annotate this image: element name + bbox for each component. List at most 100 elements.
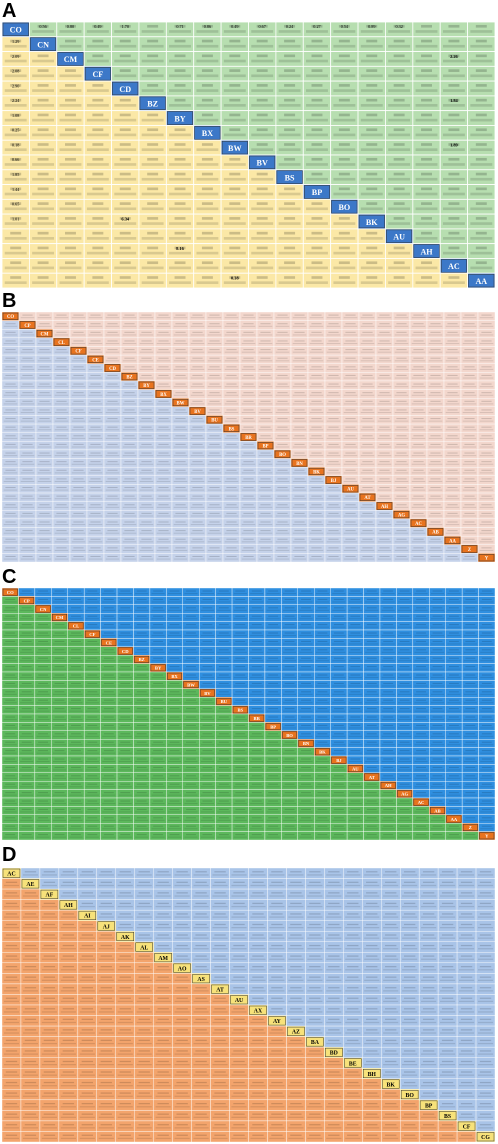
matrix-cell <box>324 466 343 476</box>
ci-text <box>217 626 231 628</box>
estimate-text <box>328 349 339 351</box>
estimate-text <box>383 624 394 626</box>
matrix-cell <box>392 527 411 537</box>
ci-text <box>411 498 426 500</box>
matrix-cell <box>215 663 233 673</box>
estimate-text <box>366 598 377 600</box>
matrix-cell <box>467 198 495 215</box>
estimate-text <box>192 443 203 445</box>
ci-text <box>223 251 246 255</box>
estimate-text <box>175 521 186 523</box>
estimate-text <box>136 649 147 651</box>
matrix-cell <box>149 621 167 631</box>
matrix-cell <box>51 671 68 681</box>
ci-text <box>479 446 494 448</box>
estimate-text <box>90 400 101 402</box>
ci-text <box>20 626 34 628</box>
matrix-cell <box>154 406 173 416</box>
ci-text <box>114 222 137 225</box>
ci-text <box>398 677 412 679</box>
ci-text <box>275 515 290 517</box>
ci-text <box>299 677 313 679</box>
matrix-cell <box>375 329 394 339</box>
estimate-text <box>136 598 147 600</box>
estimate-text <box>311 418 322 420</box>
matrix-cell <box>248 671 266 681</box>
ci-text <box>114 74 137 78</box>
ci-text <box>69 609 83 611</box>
ci-text <box>105 549 120 551</box>
estimate-text <box>64 231 76 235</box>
matrix-cell <box>51 680 68 690</box>
ci-text <box>299 618 313 620</box>
matrix-cell <box>205 320 224 330</box>
ci-text <box>398 618 412 620</box>
estimate-text <box>64 39 76 43</box>
estimate-text <box>294 530 305 532</box>
matrix-cell <box>2 613 19 622</box>
ci-text <box>223 163 246 166</box>
ci-text <box>217 710 231 712</box>
matrix-cell <box>215 654 233 664</box>
matrix-cell <box>363 705 381 715</box>
ci-text <box>309 343 324 345</box>
estimate-text <box>22 400 33 402</box>
estimate-text <box>311 400 322 402</box>
ci-text <box>122 463 137 465</box>
matrix-cell <box>478 604 495 614</box>
estimate-text <box>447 374 458 376</box>
estimate-text <box>311 349 322 351</box>
matrix-cell <box>35 492 54 502</box>
matrix-cell <box>149 654 167 664</box>
matrix-cell <box>149 646 167 656</box>
estimate-text <box>174 157 186 161</box>
estimate-text <box>141 469 152 471</box>
ci-text <box>71 368 86 370</box>
matrix-cell <box>392 544 411 554</box>
matrix-cell <box>439 228 469 245</box>
ci-text <box>118 702 132 704</box>
estimate-text <box>158 426 169 428</box>
matrix-cell <box>35 415 54 425</box>
matrix-cell <box>111 65 140 82</box>
matrix-cell <box>290 484 309 494</box>
ci-text <box>430 660 445 662</box>
matrix-cell <box>52 363 71 373</box>
matrix-cell <box>290 346 309 356</box>
estimate-text <box>362 374 373 376</box>
ci-text <box>88 403 103 405</box>
matrix-cell <box>52 475 71 485</box>
ci-text <box>207 386 222 388</box>
estimate-text <box>481 435 492 437</box>
ci-text <box>251 74 274 78</box>
ci-text <box>479 541 494 543</box>
matrix-cell <box>357 51 386 67</box>
ci-text <box>326 472 341 474</box>
ci-text <box>4 133 27 137</box>
matrix-cell <box>429 588 446 597</box>
estimate-text <box>229 172 241 176</box>
matrix-cell <box>154 380 173 390</box>
matrix-cell <box>188 432 207 442</box>
upper-estimate: 0.32 <box>395 24 402 29</box>
matrix-cell <box>2 398 20 408</box>
estimate-text <box>464 530 475 532</box>
matrix-cell <box>188 458 207 468</box>
ci-text <box>394 360 409 362</box>
estimate-text <box>284 24 296 28</box>
matrix-cell <box>443 415 462 425</box>
ci-text <box>118 635 132 637</box>
estimate-text <box>37 276 49 279</box>
estimate-text <box>107 495 118 497</box>
estimate-text <box>311 538 322 540</box>
ci-text <box>156 368 171 370</box>
ci-text <box>278 266 301 270</box>
matrix-cell <box>363 638 381 648</box>
matrix-cell <box>28 228 58 245</box>
treatment-label-box <box>308 467 325 476</box>
estimate-text <box>107 435 118 437</box>
matrix-cell <box>375 492 394 502</box>
estimate-text <box>362 314 373 316</box>
estimate-text <box>362 418 373 420</box>
estimate-text <box>393 24 405 28</box>
